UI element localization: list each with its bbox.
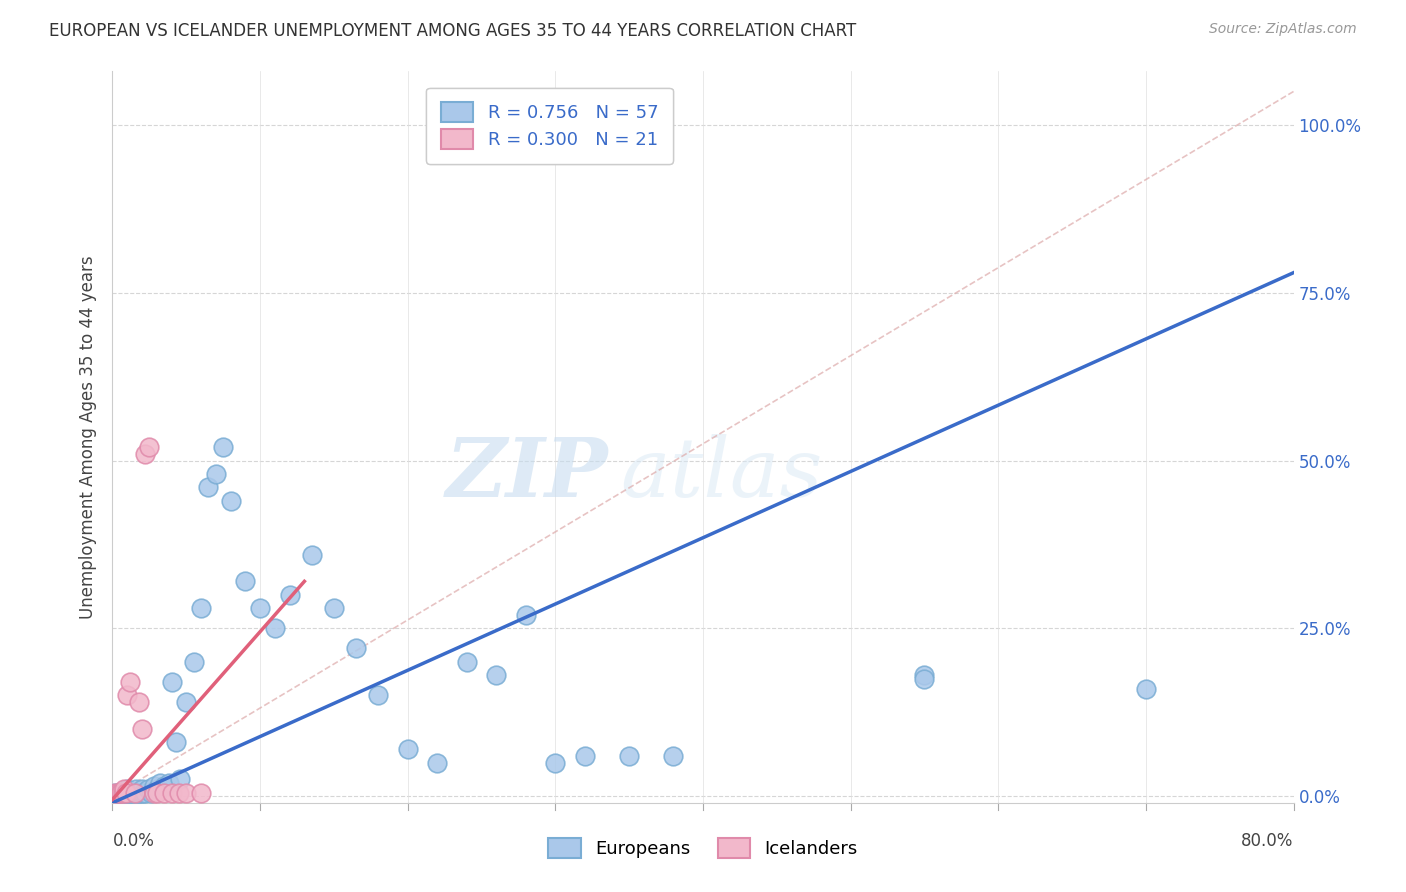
Point <box>120 786 142 800</box>
Point <box>120 675 142 690</box>
Text: 0.0%: 0.0% <box>112 832 155 850</box>
Text: EUROPEAN VS ICELANDER UNEMPLOYMENT AMONG AGES 35 TO 44 YEARS CORRELATION CHART: EUROPEAN VS ICELANDER UNEMPLOYMENT AMONG… <box>49 22 856 40</box>
Point <box>183 655 205 669</box>
Point <box>169 772 191 787</box>
Point <box>128 786 150 800</box>
Point <box>142 779 165 793</box>
Point <box>153 779 176 793</box>
Point <box>110 786 132 800</box>
Point <box>485 668 508 682</box>
Point <box>157 775 180 789</box>
Point <box>108 786 131 800</box>
Point <box>108 786 131 800</box>
Point <box>136 782 159 797</box>
Point <box>160 786 183 800</box>
Point <box>515 607 537 622</box>
Point <box>118 786 141 800</box>
Point <box>396 742 419 756</box>
Point <box>1135 681 1157 696</box>
Point <box>110 786 132 800</box>
Point <box>426 756 449 770</box>
Point <box>149 775 172 789</box>
Legend: R = 0.756   N = 57, R = 0.300   N = 21: R = 0.756 N = 57, R = 0.300 N = 21 <box>426 87 672 163</box>
Point <box>117 689 138 703</box>
Point <box>114 786 136 800</box>
Point <box>367 689 389 703</box>
Point <box>197 480 219 494</box>
Text: ZIP: ZIP <box>446 434 609 514</box>
Point <box>131 722 153 736</box>
Point <box>111 786 134 800</box>
Point <box>134 786 156 800</box>
Point <box>544 756 567 770</box>
Y-axis label: Unemployment Among Ages 35 to 44 years: Unemployment Among Ages 35 to 44 years <box>79 255 97 619</box>
Point <box>127 786 149 800</box>
Point <box>112 782 135 797</box>
Point <box>619 748 641 763</box>
Point <box>107 786 129 800</box>
Point <box>174 786 197 800</box>
Point <box>190 786 212 800</box>
Text: 80.0%: 80.0% <box>1241 832 1294 850</box>
Point <box>264 621 287 635</box>
Text: Source: ZipAtlas.com: Source: ZipAtlas.com <box>1209 22 1357 37</box>
Point <box>190 601 212 615</box>
Point <box>146 786 169 800</box>
Point <box>165 735 187 749</box>
Point <box>278 588 301 602</box>
Point <box>139 786 162 800</box>
Point <box>205 467 228 481</box>
Point <box>301 548 323 562</box>
Point <box>112 786 135 800</box>
Point <box>107 786 129 800</box>
Point <box>456 655 478 669</box>
Point <box>128 695 150 709</box>
Point <box>219 493 242 508</box>
Point <box>914 672 936 686</box>
Point <box>914 668 936 682</box>
Point <box>153 786 176 800</box>
Point <box>662 748 685 763</box>
Point <box>233 574 256 589</box>
Point <box>122 786 145 800</box>
Point <box>124 786 146 800</box>
Point <box>131 782 153 797</box>
Point <box>114 786 136 800</box>
Point <box>132 786 155 800</box>
Point <box>125 782 148 797</box>
Point <box>160 675 183 690</box>
Point <box>134 447 156 461</box>
Point <box>129 786 152 800</box>
Point <box>117 782 138 797</box>
Point <box>124 786 146 800</box>
Point <box>121 786 143 800</box>
Point <box>249 601 271 615</box>
Point <box>138 440 160 454</box>
Point <box>117 786 138 800</box>
Point <box>323 601 346 615</box>
Point <box>174 695 197 709</box>
Legend: Europeans, Icelanders: Europeans, Icelanders <box>541 830 865 865</box>
Point <box>574 748 596 763</box>
Point <box>146 782 169 797</box>
Point <box>212 440 235 454</box>
Point <box>104 786 127 800</box>
Point <box>111 786 134 800</box>
Point <box>167 786 190 800</box>
Point <box>344 641 367 656</box>
Point <box>142 786 165 800</box>
Text: atlas: atlas <box>620 434 823 514</box>
Point <box>104 786 127 800</box>
